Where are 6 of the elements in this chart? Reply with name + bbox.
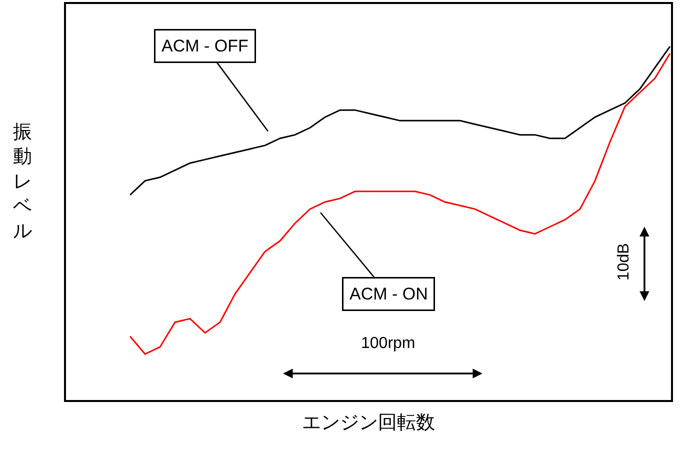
annotation: 10dB xyxy=(615,243,632,281)
annotation: ACM - ON xyxy=(350,284,428,304)
y-axis-title: 振動レベル xyxy=(13,122,32,242)
annotation: ACM - OFF xyxy=(162,36,248,56)
x-axis-title: エンジン回転数 xyxy=(302,412,435,434)
annotation: 100rpm xyxy=(361,335,416,352)
